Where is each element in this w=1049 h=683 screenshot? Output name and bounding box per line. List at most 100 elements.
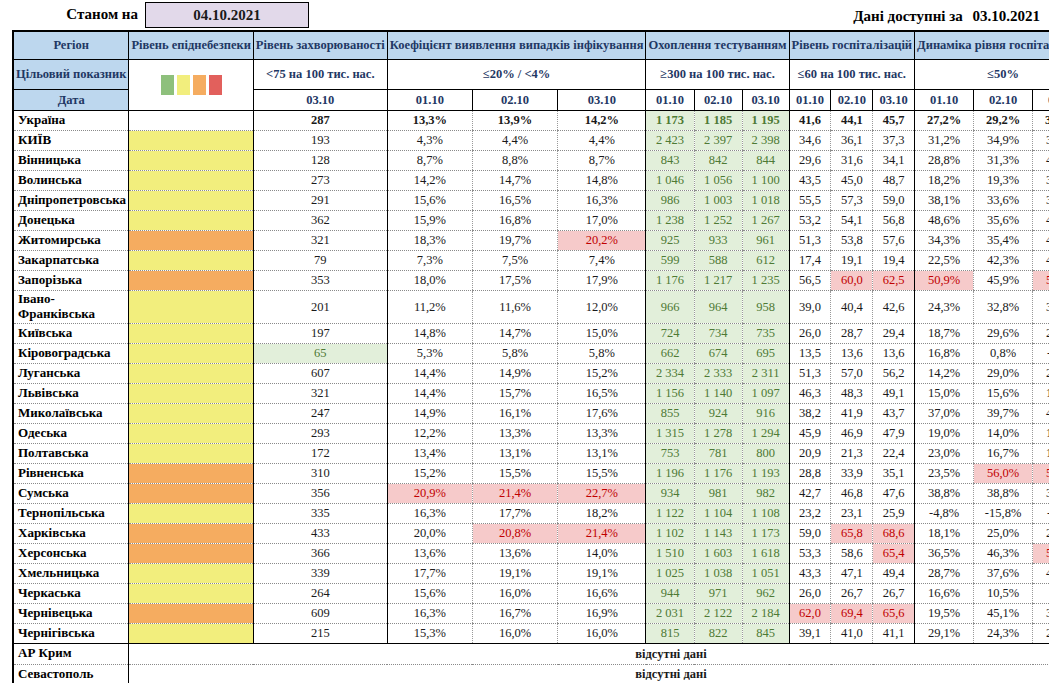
hosp-cell-2: 47,9 (873, 423, 915, 443)
hosp-cell-2: 43,7 (873, 403, 915, 423)
test-cell-1: 924 (694, 403, 742, 423)
coef-cell-2: 16,9% (558, 603, 646, 623)
hosp-cell-0: 45,9 (789, 423, 831, 443)
incidence-cell: 264 (253, 583, 387, 603)
danger-level-cell (129, 270, 253, 290)
test-cell-2: 1 018 (742, 190, 789, 210)
coef-cell-1: 16,0% (472, 623, 557, 643)
test-cell-1: 781 (694, 443, 742, 463)
danger-level-cell (129, 443, 253, 463)
coef-cell-0: 15,3% (387, 623, 472, 643)
region-name: Херсонська (13, 543, 129, 563)
hosp-cell-1: 53,8 (831, 230, 873, 250)
test-cell-2: 612 (742, 250, 789, 270)
coef-cell-2: 14,0% (558, 543, 646, 563)
dyn-cell-0: 18,2% (915, 170, 974, 190)
coef-cell-1: 19,1% (472, 563, 557, 583)
coef-cell-2: 16,0% (558, 623, 646, 643)
incidence-cell: 247 (253, 403, 387, 423)
hosp-cell-0: 39,1 (789, 623, 831, 643)
hosp-cell-1: 60,0 (831, 270, 873, 290)
region-name: Чернігівська (13, 623, 129, 643)
region-name: Чернівецька (13, 603, 129, 623)
dyn-cell-0: 38,8% (915, 483, 974, 503)
coef-cell-0: 7,3% (387, 250, 472, 270)
dyn-cell-1: 15,6% (974, 383, 1033, 403)
dyn-cell-1: 33,6% (974, 190, 1033, 210)
table-row: КИЇВ1934,3%4,4%4,4%2 4232 3972 39834,636… (13, 130, 1049, 150)
dyn-cell-2: 31,7% (1033, 110, 1049, 130)
table-row: Івано-Франківська20111,2%11,6%12,0%96696… (13, 290, 1049, 323)
hosp-cell-1: 41,0 (831, 623, 873, 643)
hosp-cell-1: 47,1 (831, 563, 873, 583)
incidence-cell: 321 (253, 230, 387, 250)
test-cell-1: 1 252 (694, 210, 742, 230)
coef-cell-2: 5,8% (558, 343, 646, 363)
coef-cell-1: 13,6% (472, 543, 557, 563)
hosp-cell-0: 62,0 (789, 603, 831, 623)
coef-cell-2: 20,2% (558, 230, 646, 250)
test-cell-2: 2 311 (742, 363, 789, 383)
hosp-cell-2: 35,1 (873, 463, 915, 483)
hosp-cell-0: 59,0 (789, 523, 831, 543)
dyn-cell-2: 42,4% (1033, 403, 1049, 423)
hosp-cell-1: 44,1 (831, 110, 873, 130)
hosp-cell-1: 40,4 (831, 290, 873, 323)
coef-cell-1: 17,5% (472, 270, 557, 290)
dyn-cell-1: 29,6% (974, 323, 1033, 343)
red-level-icon (209, 75, 222, 95)
test-cell-0: 1 102 (646, 523, 694, 543)
coef-cell-0: 20,0% (387, 523, 472, 543)
group-header-5: Динаміка рівня госпіталізацій (915, 31, 1049, 59)
hosp-cell-1: 58,6 (831, 543, 873, 563)
danger-level-cell (129, 563, 253, 583)
dyn-cell-0: 24,3% (915, 290, 974, 323)
date-col-2-1: 02.10 (472, 89, 557, 110)
danger-level-cell (129, 250, 253, 270)
region-name: Україна (13, 110, 129, 130)
coef-cell-0: 16,3% (387, 503, 472, 523)
test-cell-2: 961 (742, 230, 789, 250)
coef-cell-2: 8,7% (558, 150, 646, 170)
target-value-4: ≤60 на 100 тис. нас. (789, 59, 914, 89)
test-cell-1: 674 (694, 343, 742, 363)
test-cell-0: 1 156 (646, 383, 694, 403)
dyn-cell-2: 36,0% (1033, 483, 1049, 503)
hosp-cell-1: 36,1 (831, 130, 873, 150)
test-cell-2: 1 618 (742, 543, 789, 563)
coef-cell-2: 18,2% (558, 503, 646, 523)
test-cell-2: 1 195 (742, 110, 789, 130)
hosp-cell-0: 41,6 (789, 110, 831, 130)
coef-cell-2: 19,1% (558, 563, 646, 583)
coef-cell-1: 17,7% (472, 503, 557, 523)
hosp-cell-2: 25,9 (873, 503, 915, 523)
dyn-cell-0: -4,8% (915, 503, 974, 523)
test-cell-2: 735 (742, 323, 789, 343)
hosp-cell-0: 56,5 (789, 270, 831, 290)
test-cell-0: 753 (646, 443, 694, 463)
dyn-cell-1: 10,5% (974, 583, 1033, 603)
dyn-cell-1: 29,0% (974, 363, 1033, 383)
danger-level-cell (129, 603, 253, 623)
date-col-2-2: 03.10 (558, 89, 646, 110)
dyn-cell-2: 30,8% (1033, 603, 1049, 623)
coef-cell-0: 15,6% (387, 583, 472, 603)
test-cell-1: 964 (694, 290, 742, 323)
dyn-cell-0: 34,3% (915, 230, 974, 250)
coef-cell-1: 14,7% (472, 170, 557, 190)
danger-level-cell (129, 230, 253, 250)
hosp-cell-0: 26,0 (789, 583, 831, 603)
hosp-cell-0: 39,0 (789, 290, 831, 323)
coef-cell-0: 13,4% (387, 443, 472, 463)
dyn-cell-0: 15,0% (915, 383, 974, 403)
test-cell-0: 1 315 (646, 423, 694, 443)
test-cell-1: 1 104 (694, 503, 742, 523)
dyn-cell-1: 32,8% (974, 290, 1033, 323)
region-name: Луганська (13, 363, 129, 383)
coef-cell-0: 18,0% (387, 270, 472, 290)
incidence-cell: 287 (253, 110, 387, 130)
hosp-cell-1: 57,0 (831, 363, 873, 383)
table-row: Дніпропетровська29115,6%16,5%16,3%9861 0… (13, 190, 1049, 210)
test-cell-1: 734 (694, 323, 742, 343)
coef-cell-2: 13,1% (558, 443, 646, 463)
